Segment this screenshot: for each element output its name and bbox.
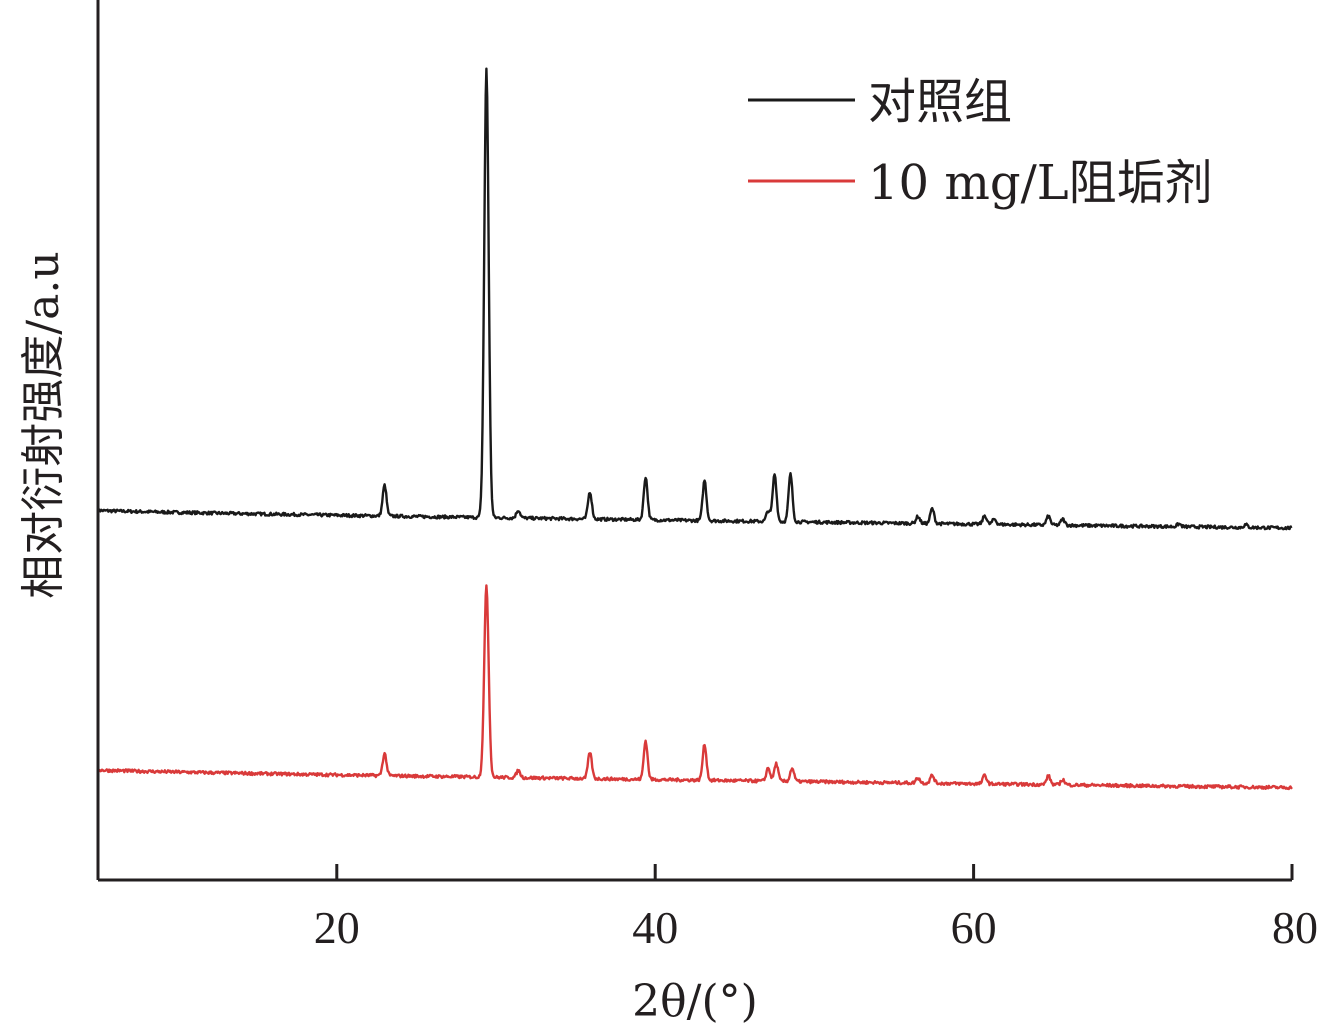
x-axis-label: 2θ/(°) <box>632 976 758 1027</box>
x-ticks: 20 40 60 80 <box>314 864 1318 953</box>
x-tick-label: 20 <box>314 902 360 953</box>
x-tick-label: 60 <box>951 902 997 953</box>
axes <box>96 0 1292 882</box>
legend: 对照组 10 mg/L阻垢剂 <box>748 74 1213 211</box>
y-axis-label: 相对衍射强度/a.u <box>18 251 69 598</box>
x-tick-label: 80 <box>1272 902 1318 953</box>
legend-label-control: 对照组 <box>868 74 1012 130</box>
series-layer <box>96 67 1293 791</box>
series-line-inhibitor <box>97 584 1293 791</box>
x-tick-label: 40 <box>632 902 678 953</box>
legend-label-inhibitor: 10 mg/L阻垢剂 <box>868 155 1213 211</box>
series-line-control <box>96 67 1293 531</box>
